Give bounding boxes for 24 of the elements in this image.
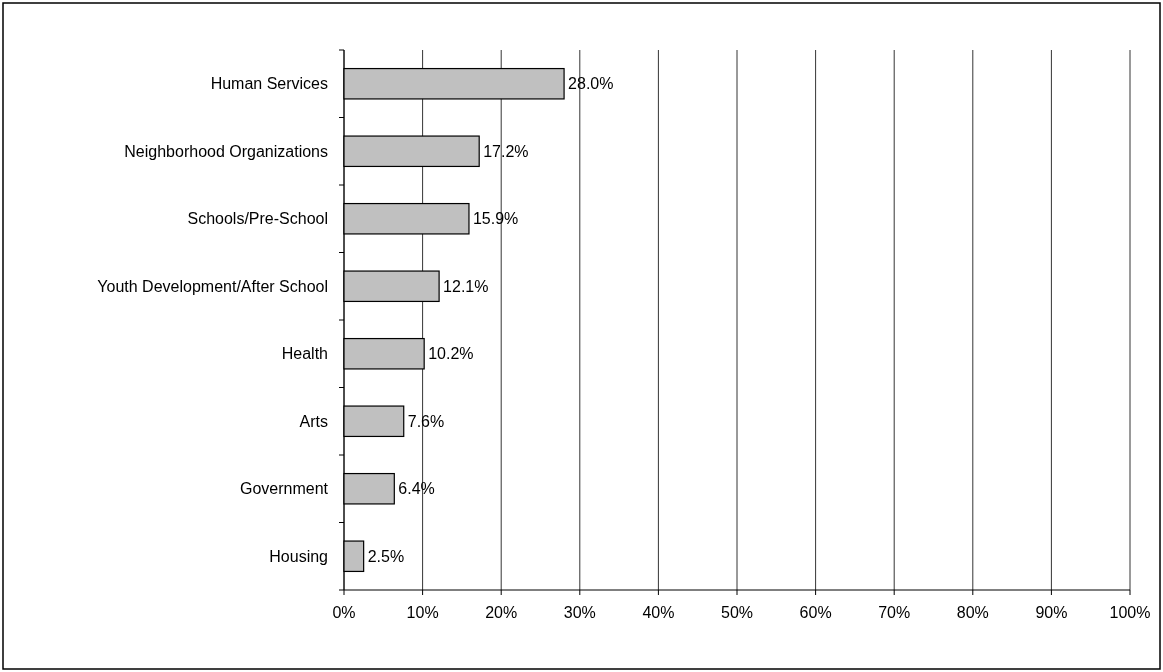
- x-tick-label: 0%: [332, 604, 356, 621]
- y-tick-label: Arts: [299, 412, 328, 430]
- x-tick-label: 90%: [1035, 604, 1068, 621]
- y-tick-label: Human Services: [210, 75, 328, 93]
- data-label: 17.2%: [483, 142, 529, 160]
- x-tick-label: 10%: [406, 604, 439, 621]
- y-tick-label: Youth Development/After School: [97, 277, 328, 295]
- x-tick-label: 80%: [956, 604, 989, 621]
- x-tick-label: 50%: [720, 604, 754, 621]
- data-label: 2.5%: [367, 547, 405, 565]
- x-tick-label: 60%: [799, 604, 832, 621]
- x-tick-label: 70%: [878, 604, 911, 621]
- x-tick-label: 20%: [485, 604, 518, 621]
- x-tick-label: 100%: [1109, 604, 1151, 621]
- data-label: 12.1%: [443, 277, 489, 295]
- y-tick-label: Neighborhood Organizations: [124, 142, 328, 160]
- y-tick-label: Schools/Pre-School: [187, 210, 328, 228]
- y-tick-label: Health: [281, 345, 328, 363]
- data-label: 10.2%: [428, 345, 474, 363]
- data-label: 15.9%: [472, 210, 519, 228]
- x-tick-label: 40%: [642, 604, 675, 621]
- y-tick-label: Government: [239, 480, 329, 498]
- x-tick-label: 30%: [563, 604, 596, 621]
- y-tick-label: Housing: [269, 547, 328, 565]
